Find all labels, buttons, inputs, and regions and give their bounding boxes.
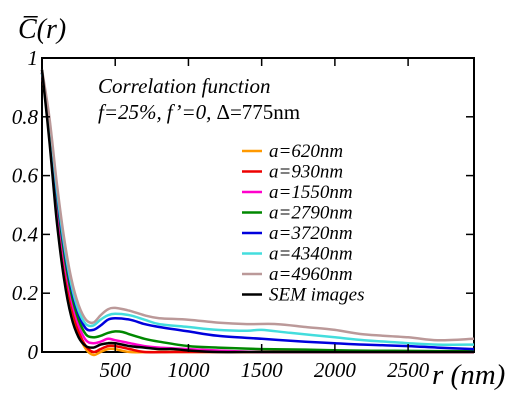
y-tick-label: 0.6 [12, 164, 39, 188]
annotation-delta-symbol: Δ= [216, 100, 241, 124]
legend-label-6: a=4960nm [269, 264, 353, 285]
annotation-delta-value: 775nm [242, 100, 300, 124]
legend-label-7: SEM images [269, 285, 365, 306]
series-line-6 [40, 69, 475, 342]
ticks-layer: 500 1000 1500 2000 2500 0 0.2 0.4 0.6 0.8 1 [12, 46, 474, 382]
x-tick-label: 1500 [241, 358, 284, 382]
x-axis-label: r (nm) [432, 359, 505, 391]
y-tick-label: 1 [28, 46, 39, 70]
x-tick-label: 1000 [167, 358, 210, 382]
y-tick-label: 0.4 [12, 222, 39, 246]
y-axis-label: C̅(r) [18, 14, 66, 45]
annotation-f: f=25%, [98, 100, 162, 124]
x-tick-label: 500 [99, 358, 131, 382]
annotation-title: Correlation function [98, 74, 270, 98]
series-line-7 [40, 69, 474, 354]
x-tick-label: 2000 [314, 358, 357, 382]
legend-label-0: a=620nm [269, 141, 343, 162]
legend: a=620nma=930nma=1550nma=2790nma=3720nma=… [242, 141, 365, 306]
legend-label-1: a=930nm [269, 162, 343, 183]
legend-label-5: a=4340nm [269, 244, 353, 265]
y-tick-label: 0.8 [12, 105, 39, 129]
series-layer [40, 69, 475, 357]
y-tick-label: 0.2 [12, 281, 39, 305]
annotation-fprime: f’=0, [167, 100, 212, 124]
y-tick-label: 0 [28, 340, 39, 364]
legend-label-2: a=1550nm [269, 182, 353, 203]
annotation-params: f=25%, f’=0, Δ=775nm [98, 100, 300, 124]
x-tick-label: 2500 [387, 358, 430, 382]
legend-label-4: a=3720nm [269, 223, 353, 244]
legend-label-3: a=2790nm [269, 203, 353, 224]
